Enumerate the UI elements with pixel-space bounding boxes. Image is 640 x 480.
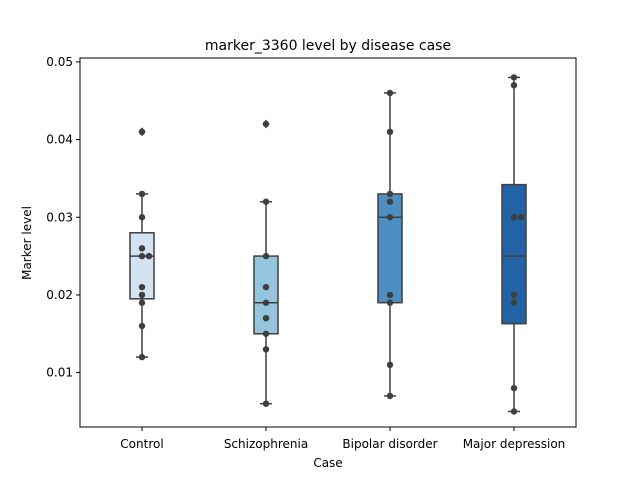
- data-point: [510, 81, 518, 89]
- y-tick-label: 0.05: [46, 55, 73, 69]
- data-point: [138, 322, 146, 330]
- data-point: [262, 283, 270, 291]
- data-point: [138, 291, 146, 299]
- data-point: [386, 89, 394, 97]
- data-point: [138, 353, 146, 361]
- data-point: [386, 361, 394, 369]
- data-point: [138, 299, 146, 306]
- data-point: [138, 245, 146, 252]
- x-tick-label: Bipolar disorder: [342, 437, 437, 451]
- data-point: [262, 400, 270, 407]
- data-point: [138, 190, 146, 198]
- x-axis-label: Case: [313, 456, 342, 470]
- x-tick-label: Schizophrenia: [224, 437, 308, 451]
- data-point: [517, 214, 525, 221]
- data-point: [386, 299, 394, 306]
- data-point: [262, 120, 270, 128]
- chart-title: marker_3360 level by disease case: [205, 38, 451, 54]
- x-tick-label: Control: [120, 437, 163, 451]
- data-point: [138, 283, 146, 291]
- data-point: [510, 408, 518, 415]
- data-point: [510, 291, 518, 299]
- axes-frame: [79, 57, 577, 428]
- y-tick-label: 0.01: [46, 366, 73, 380]
- data-point: [145, 252, 153, 260]
- data-point: [386, 190, 394, 198]
- data-point: [262, 315, 270, 322]
- y-tick-label: 0.03: [46, 210, 73, 224]
- y-tick-label: 0.04: [46, 133, 73, 147]
- box-body: [377, 193, 403, 304]
- data-point: [510, 74, 518, 81]
- data-point: [138, 214, 146, 221]
- data-point: [510, 384, 518, 392]
- data-point: [262, 346, 270, 353]
- data-point: [386, 291, 394, 299]
- data-point: [262, 252, 270, 260]
- box-body: [253, 255, 279, 335]
- y-tick-label: 0.02: [46, 288, 73, 302]
- data-point: [510, 214, 518, 221]
- data-point: [510, 299, 518, 306]
- data-point: [386, 392, 394, 400]
- data-point: [138, 252, 146, 260]
- y-axis-label: Marker level: [20, 206, 34, 280]
- data-point: [262, 330, 270, 337]
- x-tick-label: Major depression: [463, 437, 566, 451]
- data-point: [138, 128, 146, 135]
- data-point: [262, 198, 270, 205]
- data-point: [262, 299, 270, 306]
- data-point: [386, 128, 394, 135]
- data-point: [386, 214, 394, 221]
- data-point: [386, 198, 394, 205]
- plot-area: 0.01 0.02 0.03 0.04 0.05 Control Schizophrenia…: [46, 55, 577, 451]
